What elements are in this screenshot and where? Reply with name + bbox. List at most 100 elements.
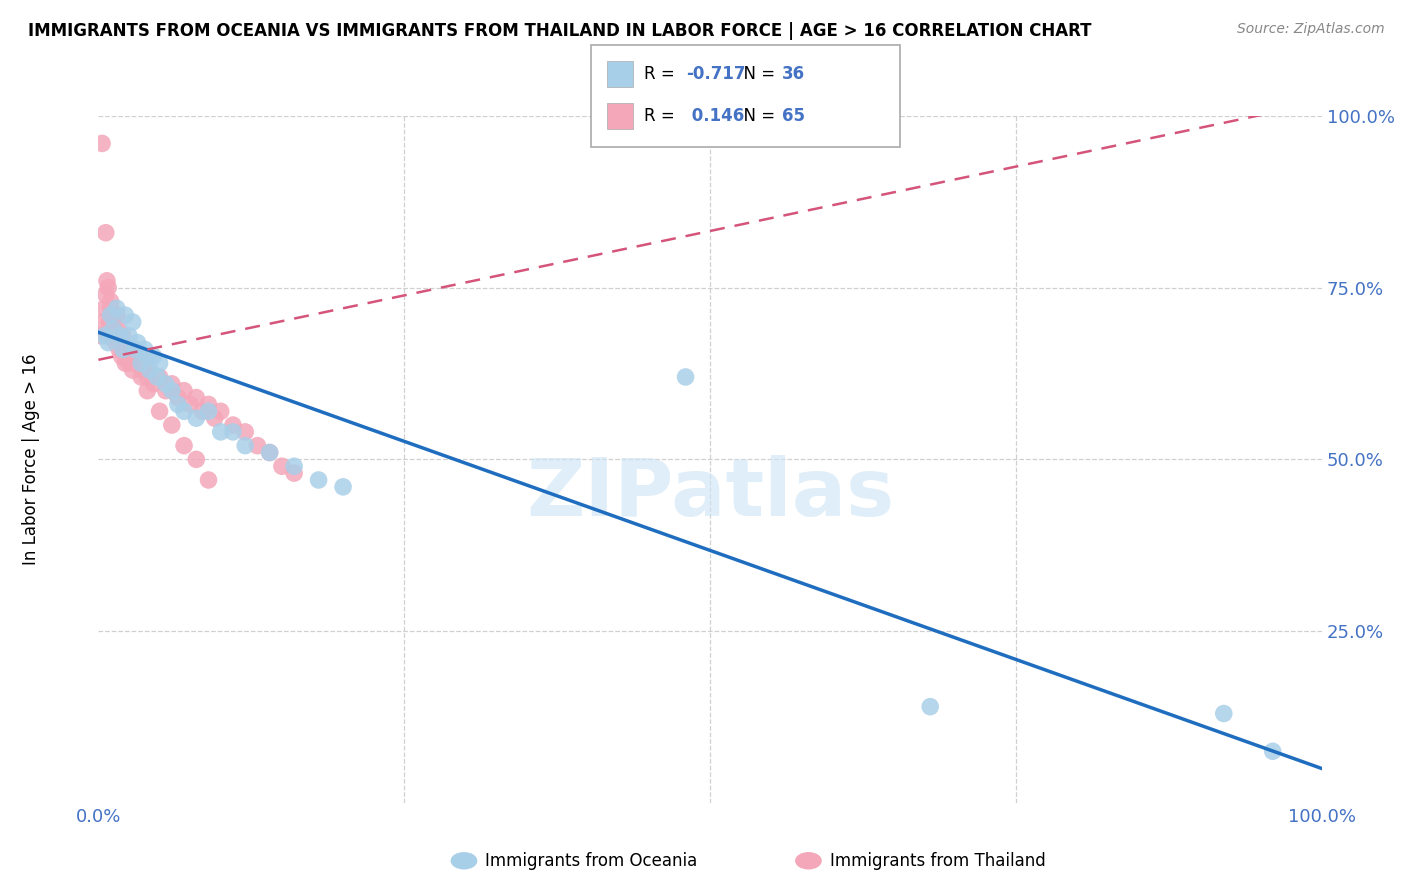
Point: [91, 315, 114, 329]
Point: [173, 384, 195, 398]
Point: [97, 335, 120, 350]
Point: [259, 445, 281, 459]
Point: [332, 480, 354, 494]
Point: [134, 356, 156, 370]
Point: [146, 370, 169, 384]
Text: In Labor Force | Age > 16: In Labor Force | Age > 16: [22, 353, 41, 566]
Point: [118, 343, 141, 357]
Point: [160, 384, 183, 398]
Point: [142, 376, 165, 391]
Point: [127, 356, 149, 370]
Text: Immigrants from Oceania: Immigrants from Oceania: [485, 852, 697, 870]
Text: Source: ZipAtlas.com: Source: ZipAtlas.com: [1237, 22, 1385, 37]
Point: [121, 363, 143, 377]
Point: [114, 308, 136, 322]
Point: [197, 473, 219, 487]
Point: [118, 328, 141, 343]
Point: [246, 439, 269, 453]
Point: [209, 404, 232, 418]
Point: [209, 425, 232, 439]
Point: [131, 363, 153, 377]
Point: [111, 328, 134, 343]
Point: [136, 350, 159, 364]
Point: [160, 417, 183, 433]
Point: [104, 335, 127, 350]
Text: N =: N =: [733, 65, 780, 83]
Point: [94, 287, 117, 301]
Point: [91, 136, 114, 151]
Point: [90, 328, 112, 343]
Point: [114, 356, 136, 370]
Point: [136, 370, 159, 384]
Point: [1261, 744, 1284, 758]
Point: [197, 397, 219, 411]
Text: 0.146: 0.146: [686, 107, 744, 125]
Text: 65: 65: [782, 107, 804, 125]
Point: [197, 404, 219, 418]
Text: 36: 36: [782, 65, 804, 83]
Point: [120, 350, 142, 364]
Point: [1212, 706, 1234, 721]
Point: [191, 404, 214, 418]
Point: [118, 356, 141, 370]
Point: [186, 411, 208, 425]
Point: [111, 335, 134, 350]
Point: [155, 376, 177, 391]
Point: [222, 425, 245, 439]
Point: [110, 328, 132, 343]
Point: [105, 308, 128, 322]
Text: Immigrants from Thailand: Immigrants from Thailand: [830, 852, 1045, 870]
Point: [98, 315, 121, 329]
Point: [155, 384, 177, 398]
Point: [97, 281, 120, 295]
Point: [108, 343, 131, 357]
Point: [105, 301, 128, 316]
Point: [233, 439, 256, 453]
Point: [117, 350, 139, 364]
Point: [920, 699, 942, 714]
Point: [124, 356, 146, 370]
Point: [111, 343, 134, 357]
Point: [101, 308, 124, 322]
Point: [204, 411, 226, 425]
Point: [149, 356, 172, 370]
Text: R =: R =: [644, 65, 681, 83]
Point: [115, 343, 138, 357]
Point: [107, 322, 129, 336]
Point: [259, 445, 281, 459]
Point: [101, 328, 124, 343]
Point: [179, 397, 201, 411]
Point: [308, 473, 330, 487]
Point: [222, 417, 245, 433]
Point: [167, 391, 190, 405]
Text: IMMIGRANTS FROM OCEANIA VS IMMIGRANTS FROM THAILAND IN LABOR FORCE | AGE > 16 CO: IMMIGRANTS FROM OCEANIA VS IMMIGRANTS FR…: [28, 22, 1091, 40]
Point: [129, 370, 152, 384]
Point: [94, 226, 117, 240]
Point: [124, 343, 146, 357]
Text: ZIPatlas: ZIPatlas: [526, 455, 894, 533]
Point: [93, 301, 115, 316]
Point: [101, 322, 124, 336]
Point: [167, 397, 190, 411]
Point: [100, 301, 122, 316]
Point: [97, 328, 120, 343]
Point: [129, 350, 152, 364]
Point: [233, 425, 256, 439]
Point: [96, 274, 118, 288]
Point: [93, 328, 115, 343]
Point: [111, 350, 134, 364]
Point: [127, 335, 149, 350]
Point: [149, 370, 172, 384]
Point: [160, 376, 183, 391]
Point: [283, 466, 305, 480]
Point: [105, 308, 128, 322]
Point: [121, 315, 143, 329]
Text: -0.717: -0.717: [686, 65, 745, 83]
Point: [142, 350, 165, 364]
Point: [270, 459, 294, 474]
Point: [675, 370, 697, 384]
Point: [100, 294, 122, 309]
Point: [129, 356, 152, 370]
Point: [149, 404, 172, 418]
Text: R =: R =: [644, 107, 681, 125]
